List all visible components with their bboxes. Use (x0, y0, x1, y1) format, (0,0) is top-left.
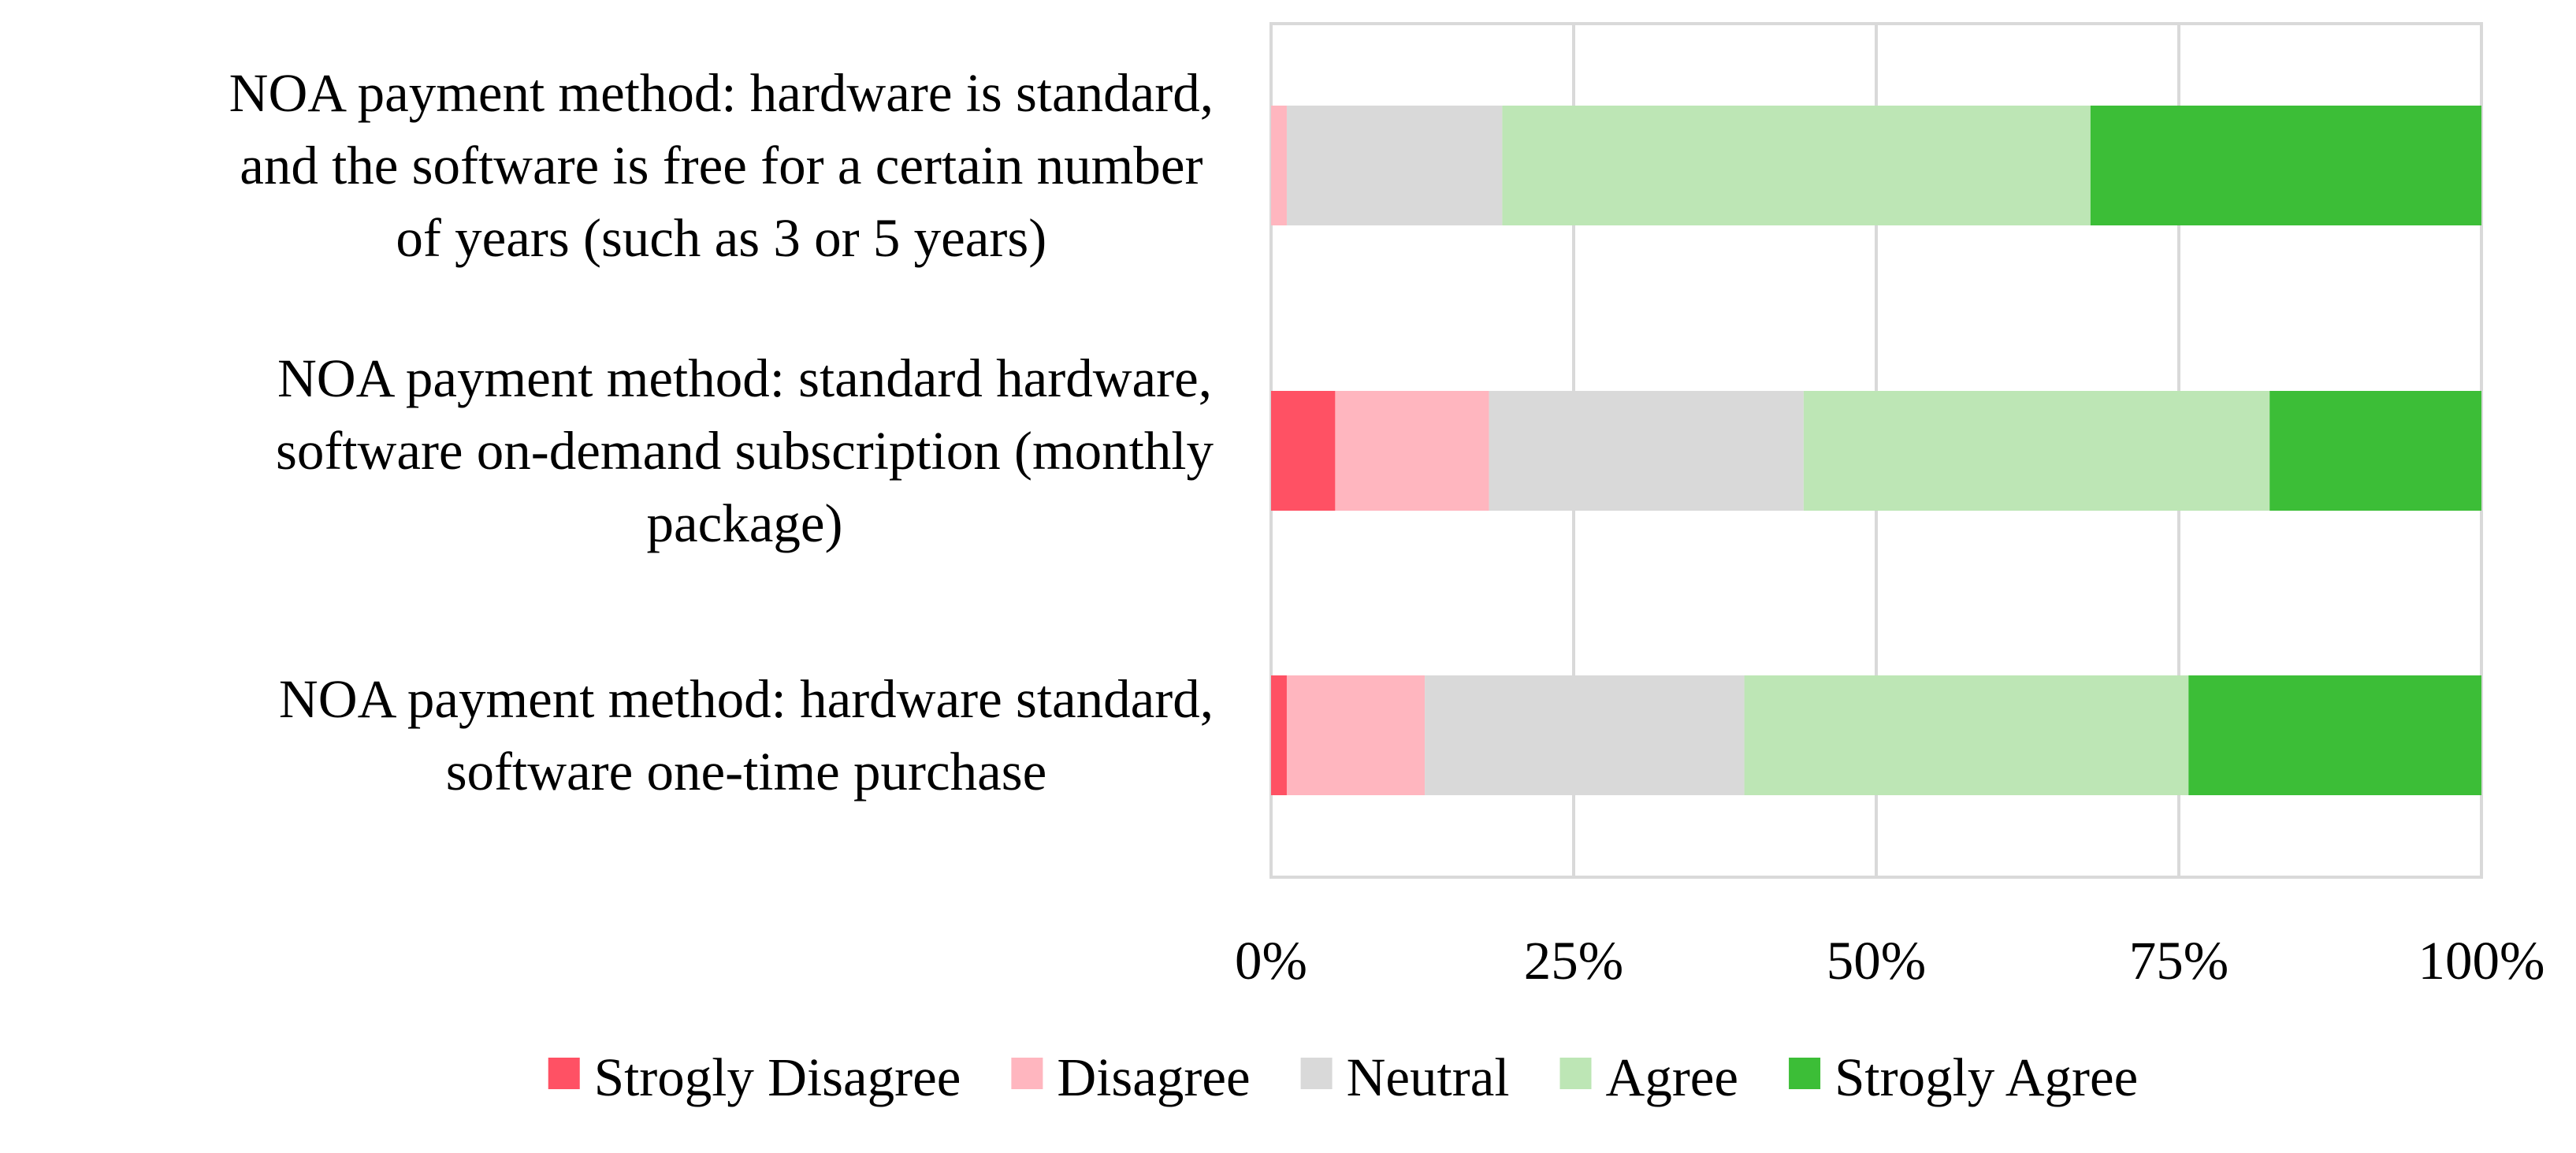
legend: Strogly Disagree Disagree Neutral Agree Stro… (548, 1047, 2138, 1107)
x-tick-label: 75% (2129, 931, 2228, 991)
bar-segment (2090, 106, 2481, 225)
legend-swatch (548, 1058, 580, 1089)
legend-label: Strogly Agree (1834, 1047, 2138, 1107)
bar-segment (2188, 675, 2481, 795)
category-label: software one-time purchase (446, 742, 1047, 802)
legend-label: Neutral (1347, 1047, 1510, 1107)
category-label: and the software is free for a certain n… (240, 136, 1203, 195)
bar-segment (1271, 391, 1336, 511)
bar-segment (1489, 391, 1804, 511)
bar-segment (1744, 675, 2189, 795)
legend-label: Agree (1606, 1047, 1739, 1107)
category-label: package) (647, 493, 843, 553)
legend-swatch (1011, 1058, 1043, 1089)
x-tick-label: 0% (1235, 931, 1307, 991)
category-label: NOA payment method: hardware standard, (279, 669, 1214, 729)
category-labels: NOA payment method: hardware is standard… (229, 63, 1214, 802)
legend-label: Strogly Disagree (594, 1047, 961, 1107)
category-label: NOA payment method: standard hardware, (277, 348, 1212, 408)
bar-segment (1286, 106, 1503, 225)
bar-segment (1425, 675, 1745, 795)
legend-label: Disagree (1057, 1047, 1250, 1107)
legend-swatch (1300, 1058, 1333, 1089)
x-tick-labels: 0% 25% 50% 75% 100% (1235, 931, 2544, 991)
x-tick-label: 100% (2418, 931, 2545, 991)
bar-segment (1271, 106, 1287, 225)
bar-segment (1335, 391, 1489, 511)
x-tick-label: 50% (1827, 931, 1926, 991)
bars (1271, 106, 2481, 795)
category-label: NOA payment method: hardware is standard… (229, 63, 1214, 123)
bar-segment (2269, 391, 2481, 511)
x-tick-label: 25% (1524, 931, 1623, 991)
legend-swatch (1789, 1058, 1821, 1089)
category-label: software on-demand subscription (monthly (276, 421, 1214, 481)
bar-segment (1502, 106, 2091, 225)
bar-segment (1803, 391, 2270, 511)
legend-swatch (1559, 1058, 1592, 1089)
bar-segment (1271, 675, 1287, 795)
category-label: of years (such as 3 or 5 years) (396, 208, 1046, 268)
bar-segment (1286, 675, 1426, 795)
